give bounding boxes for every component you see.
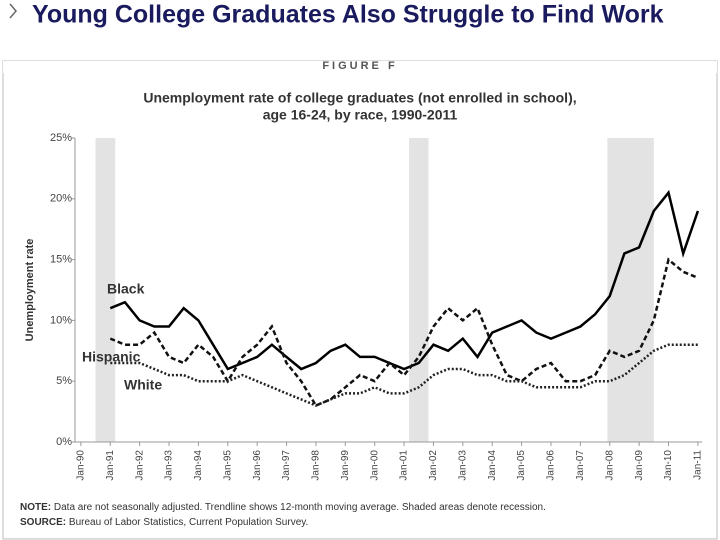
note: NOTE: Data are not seasonally adjusted. … [20, 502, 546, 513]
x-tick-label: Jan-96 [252, 450, 263, 481]
recession-band [409, 138, 429, 442]
series-line [109, 189, 700, 371]
series-label: Hispanic [82, 349, 141, 365]
x-tick-label: Jan-10 [663, 450, 674, 481]
x-tick-label: Jan-03 [457, 450, 468, 481]
source-text: Bureau of Labor Statistics, Current Popu… [69, 517, 308, 528]
x-tick-label: Jan-02 [428, 450, 439, 481]
series-label: Black [107, 281, 145, 297]
series-line [109, 257, 699, 408]
figure-frame [2, 60, 718, 540]
x-tick-label: Jan-91 [105, 450, 116, 481]
x-tick-label: Jan-11 [693, 450, 704, 480]
x-tick-label: Jan-95 [222, 450, 233, 481]
x-tick-label: Jan-94 [193, 450, 204, 481]
x-tick-label: Jan-01 [399, 450, 410, 481]
x-tick-label: Jan-05 [516, 450, 527, 481]
x-tick-label: Jan-07 [575, 450, 586, 481]
x-tick-label: Jan-04 [487, 450, 498, 481]
x-tick-label: Jan-09 [634, 450, 645, 481]
y-tick-label: 20% [50, 193, 72, 205]
y-tick-label: 5% [56, 375, 72, 387]
y-tick-label: 10% [50, 314, 72, 326]
y-tick-label: 25% [50, 132, 72, 144]
x-tick-label: Jan-08 [604, 450, 615, 481]
x-tick-label: Jan-98 [311, 450, 322, 481]
x-tick-label: Jan-92 [134, 450, 145, 481]
recession-band [607, 138, 654, 442]
source: SOURCE: Bureau of Labor Statistics, Curr… [20, 517, 308, 528]
y-axis-label: Unemployment rate [24, 239, 36, 342]
series-label: White [124, 377, 162, 393]
chart-title: age 16-24, by race, 1990-2011 [263, 107, 458, 123]
chart-title: Unemployment rate of college graduates (… [143, 90, 576, 106]
x-tick-label: Jan-00 [369, 450, 380, 481]
x-tick-label: Jan-06 [546, 450, 557, 481]
series-line [110, 343, 698, 407]
figure-label: FIGURE F [322, 60, 397, 72]
bullet-arrow [9, 3, 17, 19]
figure-header [3, 61, 717, 73]
x-tick-label: Jan-97 [281, 450, 292, 481]
y-tick-label: 15% [50, 254, 72, 266]
x-tick-label: Jan-93 [164, 450, 175, 481]
plot-area: 0% 5% 10% 15% 20% 25% Jan-90 Jan-91 Jan-92 Jan-93… [50, 132, 704, 481]
x-tick-label: Jan-99 [340, 450, 351, 481]
slide-title: Young College Graduates Also Struggle to… [32, 1, 664, 29]
y-tick-label: 0% [56, 436, 72, 448]
x-tick-label: Jan-90 [76, 450, 87, 481]
note-text: Data are not seasonally adjusted. Trendl… [54, 502, 546, 513]
recession-band [95, 138, 116, 442]
source-label: SOURCE: [20, 517, 66, 528]
note-label: NOTE: [20, 502, 51, 513]
